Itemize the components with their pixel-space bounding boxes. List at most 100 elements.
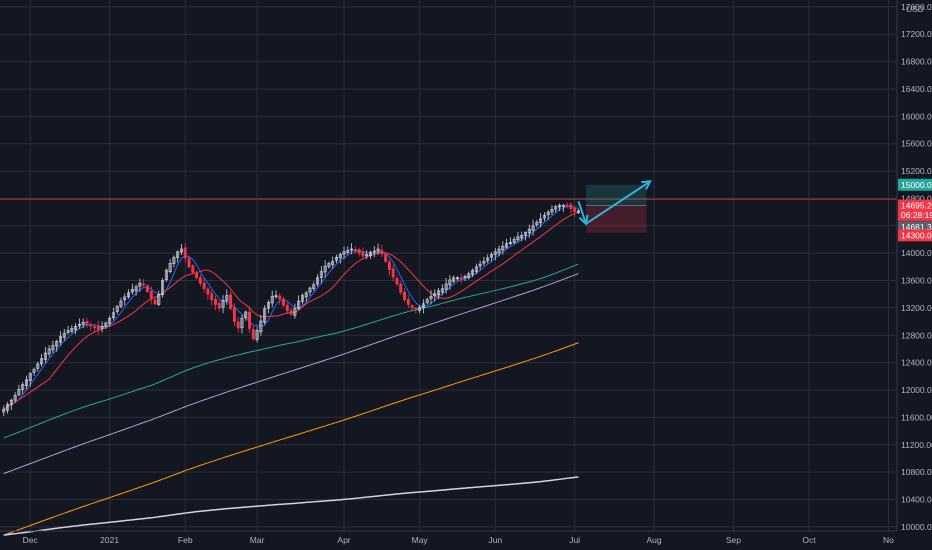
candle-body bbox=[565, 204, 569, 207]
candle-body bbox=[369, 252, 372, 257]
candle-body bbox=[546, 211, 550, 216]
price-tick-label: 12400.00 bbox=[901, 358, 932, 368]
candle-body bbox=[85, 321, 89, 325]
candle-body bbox=[100, 326, 104, 329]
candle-body bbox=[198, 277, 202, 284]
moving-average-line bbox=[3, 263, 579, 439]
candle-body bbox=[55, 341, 59, 347]
price-tag-label: 14681.37 bbox=[901, 222, 932, 232]
candle-body bbox=[217, 303, 221, 309]
time-tick-label: May bbox=[412, 535, 429, 545]
candle-body bbox=[501, 245, 505, 251]
candlestick-series bbox=[2, 202, 580, 416]
candle-body bbox=[384, 254, 388, 262]
candle-body bbox=[13, 395, 17, 401]
candle-body bbox=[81, 321, 85, 325]
candle-body bbox=[179, 248, 183, 253]
time-tick-label: Sep bbox=[726, 535, 741, 545]
candle-body bbox=[452, 277, 456, 282]
candle-body bbox=[195, 272, 199, 279]
candle-body bbox=[334, 256, 338, 261]
candle-body bbox=[6, 404, 10, 411]
candle-body bbox=[191, 265, 195, 273]
candle-body bbox=[21, 384, 25, 390]
candle-body bbox=[111, 312, 115, 319]
candle-body bbox=[176, 251, 180, 258]
candle-body bbox=[70, 328, 74, 332]
candle-body bbox=[357, 249, 361, 254]
candle-body bbox=[47, 348, 51, 355]
candle-body bbox=[206, 288, 210, 295]
candle-body bbox=[115, 306, 119, 312]
candle-body bbox=[459, 277, 463, 280]
candle-body bbox=[149, 291, 153, 300]
candle-body bbox=[380, 249, 384, 255]
candle-body bbox=[376, 248, 380, 252]
time-tick-label: Jul bbox=[569, 535, 580, 545]
candle-body bbox=[440, 288, 444, 293]
candle-body bbox=[266, 302, 270, 309]
candle-body bbox=[225, 295, 229, 301]
candle-body bbox=[236, 321, 240, 329]
candle-body bbox=[391, 268, 395, 278]
candle-body bbox=[9, 399, 13, 405]
candle-body bbox=[312, 284, 316, 290]
price-tick-label: 15600.00 bbox=[901, 139, 932, 149]
candle-body bbox=[365, 254, 369, 257]
candle-body bbox=[508, 241, 512, 245]
candle-body bbox=[119, 300, 123, 307]
candle-body bbox=[421, 303, 425, 308]
candle-body bbox=[467, 273, 471, 278]
time-axis[interactable]: Dec 2021 Feb Mar Apr May Jun Jul Aug Sep Oct No bbox=[0, 530, 897, 545]
price-tick-label: 11600.00 bbox=[901, 412, 932, 422]
candle-body bbox=[297, 300, 301, 309]
candle-body bbox=[331, 261, 335, 265]
candle-body bbox=[516, 236, 520, 240]
drawing-overlays[interactable] bbox=[0, 180, 897, 233]
candle-body bbox=[248, 311, 252, 329]
candle-body bbox=[486, 257, 490, 262]
time-tick-label: Jun bbox=[488, 535, 502, 545]
candle-body bbox=[259, 320, 263, 333]
price-tag-box bbox=[898, 208, 932, 221]
candle-body bbox=[278, 295, 282, 300]
candle-body bbox=[32, 369, 36, 373]
candle-body bbox=[59, 336, 62, 343]
candle-body bbox=[338, 254, 342, 259]
moving-average-line bbox=[3, 476, 579, 536]
price-tick-label: 13200.00 bbox=[901, 303, 932, 313]
price-tag-label: 06:28:19 bbox=[901, 210, 932, 220]
candle-body bbox=[138, 282, 142, 287]
candle-body bbox=[455, 277, 459, 280]
candle-body bbox=[214, 298, 217, 305]
candle-body bbox=[40, 358, 44, 365]
price-tag-label: 14300.00 bbox=[901, 230, 932, 240]
candle-body bbox=[270, 295, 274, 304]
candle-body bbox=[395, 278, 399, 285]
price-tag-label: 15000.00 bbox=[901, 180, 932, 190]
price-tick-label: 10800.00 bbox=[901, 467, 932, 477]
price-tick-label: 16800.00 bbox=[901, 57, 932, 67]
price-tag-box bbox=[898, 229, 932, 242]
price-tick-label: 16000.00 bbox=[901, 111, 932, 121]
candle-body bbox=[293, 308, 297, 316]
price-tick-label: 10400.00 bbox=[901, 495, 932, 505]
candle-body bbox=[524, 232, 527, 236]
candle-body bbox=[240, 317, 244, 329]
candle-body bbox=[28, 373, 32, 382]
candle-body bbox=[414, 307, 418, 310]
currency-label: USD bbox=[906, 4, 924, 14]
candle-body bbox=[251, 329, 255, 340]
time-tick-label: Feb bbox=[178, 535, 193, 545]
candle-body bbox=[554, 206, 558, 210]
candle-body bbox=[74, 326, 78, 331]
price-tick-label: 14800.00 bbox=[901, 193, 932, 203]
candle-body bbox=[221, 300, 225, 308]
candle-body bbox=[123, 296, 127, 301]
candle-body bbox=[134, 286, 138, 292]
candle-body bbox=[36, 363, 40, 369]
candle-body bbox=[444, 283, 448, 290]
